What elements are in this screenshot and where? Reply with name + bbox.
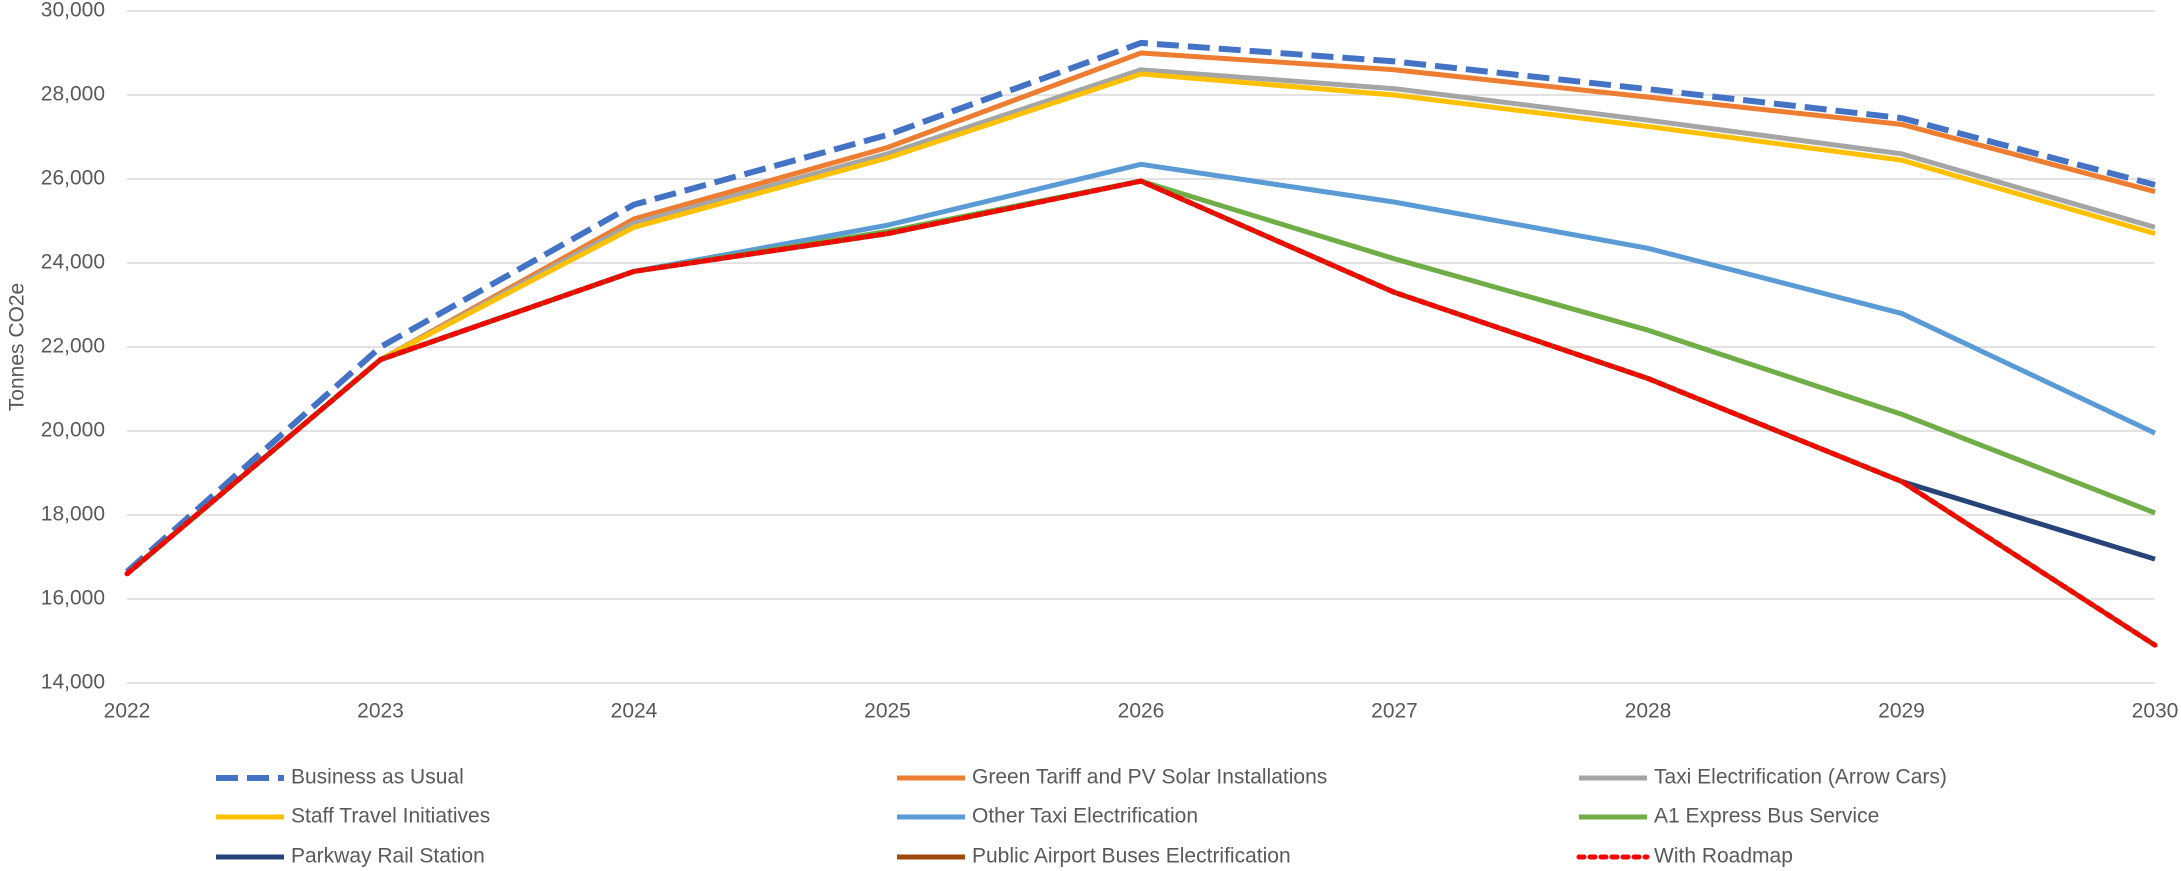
y-tick-label: 20,000 — [41, 419, 105, 442]
x-tick-label: 2027 — [1371, 700, 1418, 723]
legend-label: Staff Travel Initiatives — [291, 805, 490, 828]
series-line — [125, 161, 2157, 576]
x-tick-label: 2025 — [864, 700, 911, 723]
y-axis-label: Tonnes CO2e — [6, 283, 29, 411]
legend-label: A1 Express Bus Service — [1654, 805, 1879, 828]
y-tick-label: 18,000 — [41, 503, 105, 526]
y-tick-label: 24,000 — [41, 251, 105, 274]
y-tick-label: 16,000 — [41, 587, 105, 610]
legend-label: Parkway Rail Station — [291, 845, 485, 868]
series-line — [125, 67, 2156, 576]
series-line — [124, 178, 2158, 648]
series-line — [125, 50, 2156, 576]
series-line — [125, 39, 2156, 574]
y-tick-label: 28,000 — [41, 83, 105, 106]
y-tick-label: 14,000 — [41, 671, 105, 694]
legend-label: Business as Usual — [291, 766, 464, 789]
y-tick-label: 22,000 — [41, 335, 105, 358]
x-tick-label: 2030 — [2132, 700, 2179, 723]
series-line — [125, 71, 2156, 576]
legend-label: Taxi Electrification (Arrow Cars) — [1654, 766, 1947, 789]
x-tick-label: 2023 — [357, 700, 404, 723]
y-tick-label: 30,000 — [41, 0, 105, 22]
legend-label: Green Tariff and PV Solar Installations — [972, 766, 1327, 789]
x-tick-label: 2024 — [611, 700, 658, 723]
series-line — [125, 178, 2157, 648]
x-tick-label: 2026 — [1118, 700, 1165, 723]
legend-label: With Roadmap — [1654, 845, 1793, 868]
x-tick-label: 2028 — [1625, 700, 1672, 723]
x-tick-label: 2022 — [104, 700, 151, 723]
x-tick-label: 2029 — [1878, 700, 1925, 723]
legend-label: Public Airport Buses Electrification — [972, 845, 1291, 868]
legend-label: Other Taxi Electrification — [972, 805, 1198, 828]
y-tick-label: 26,000 — [41, 167, 105, 190]
